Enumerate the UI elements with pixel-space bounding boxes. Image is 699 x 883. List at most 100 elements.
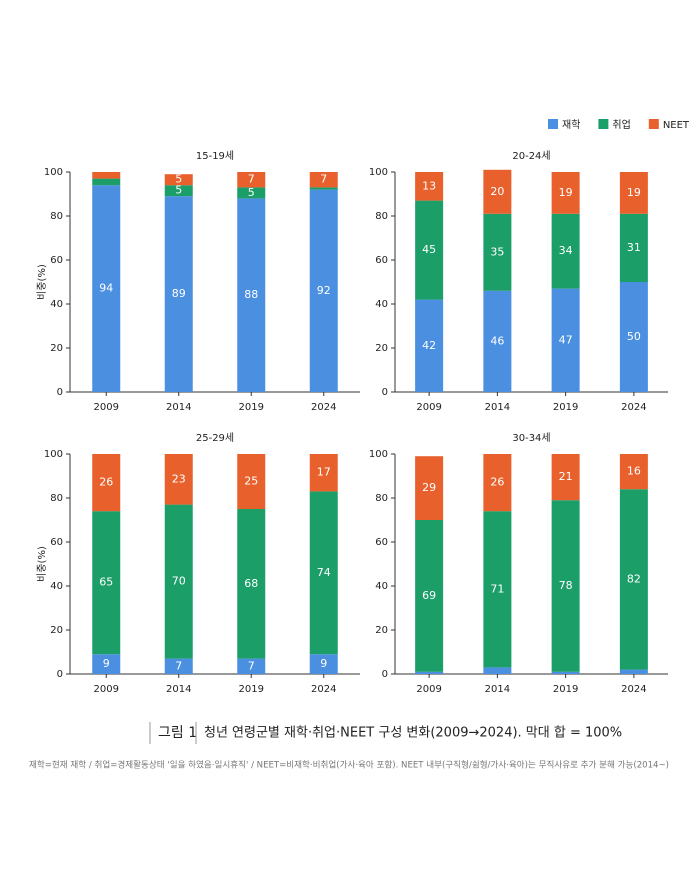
caption-title: 청년 연령군별 재학·취업·NEET 구성 변화(2009→2024). 막대 …	[204, 726, 622, 741]
bar-segment	[309, 189, 338, 392]
bar-segment	[309, 187, 338, 190]
x-tick-label: 2019	[553, 402, 578, 413]
bar-segment	[415, 520, 444, 672]
value-label: 65	[99, 576, 113, 589]
y-tick-label: 40	[50, 581, 63, 592]
legend-label: 재학	[562, 119, 580, 131]
chart-title: 20-24세	[512, 150, 550, 162]
bar-segment	[619, 669, 648, 674]
value-label: 19	[559, 186, 573, 199]
y-tick-label: 0	[382, 669, 388, 680]
bar-segment	[619, 454, 648, 490]
bar-segment	[483, 454, 512, 512]
value-label: 17	[317, 466, 331, 479]
value-label: 88	[244, 288, 258, 301]
bar-segment	[92, 178, 121, 186]
bar-segment	[309, 654, 338, 674]
bar-segment	[415, 172, 444, 201]
value-label: 31	[627, 241, 641, 254]
legend-label: NEET	[663, 120, 690, 131]
value-label: 89	[172, 287, 186, 300]
x-tick-label: 2014	[485, 402, 510, 413]
value-label: 7	[248, 659, 255, 672]
y-tick-label: 0	[382, 387, 388, 398]
bar-segment	[237, 509, 266, 659]
legend-swatch	[648, 119, 659, 129]
legend-swatch	[548, 119, 558, 129]
bar-segment	[551, 288, 580, 392]
x-tick-label: 2009	[94, 402, 119, 413]
bar-segment	[551, 500, 580, 672]
value-label: 5	[175, 173, 182, 186]
bar-segment	[551, 213, 580, 289]
value-label: 7	[175, 659, 182, 672]
bar-segment	[309, 491, 338, 655]
bar-segment	[92, 454, 121, 512]
bar-segment	[551, 454, 580, 501]
x-tick-label: 2024	[621, 402, 646, 413]
y-tick-label: 60	[375, 537, 388, 548]
bar-segment	[619, 489, 648, 670]
y-tick-label: 60	[50, 537, 63, 548]
bar-segment	[164, 658, 193, 674]
x-tick-label: 2024	[621, 684, 646, 695]
bar-segment	[237, 454, 266, 509]
bar-segment	[415, 200, 444, 300]
y-tick-label: 0	[57, 387, 63, 398]
value-label: 70	[172, 575, 186, 588]
y-axis-label: 비중(%)	[36, 264, 48, 300]
value-label: 45	[422, 243, 436, 256]
bar-segment	[164, 196, 193, 392]
x-tick-label: 2019	[239, 402, 264, 413]
x-tick-label: 2019	[239, 684, 264, 695]
bar-segment	[309, 454, 338, 492]
chart-title: 15-19세	[196, 150, 234, 162]
y-tick-label: 20	[375, 625, 388, 636]
bar-segment	[92, 511, 121, 655]
value-label: 5	[248, 186, 255, 199]
bar-segment	[237, 172, 266, 188]
bar-segment	[551, 172, 580, 214]
y-tick-label: 60	[50, 255, 63, 266]
value-label: 69	[422, 589, 436, 602]
value-label: 50	[627, 330, 641, 343]
bar-segment	[164, 185, 193, 197]
value-label: 74	[317, 566, 331, 579]
y-tick-label: 40	[375, 581, 388, 592]
bar-segment	[483, 169, 512, 214]
bar-segment	[237, 658, 266, 674]
y-tick-label: 80	[375, 493, 388, 504]
y-tick-label: 100	[369, 167, 388, 178]
value-label: 16	[627, 465, 641, 478]
value-label: 42	[422, 339, 436, 352]
x-tick-label: 2009	[416, 684, 441, 695]
y-tick-label: 100	[369, 449, 388, 460]
x-tick-label: 2014	[485, 684, 510, 695]
chart-title: 30-34세	[512, 432, 550, 444]
value-label: 23	[172, 472, 186, 485]
value-label: 34	[559, 244, 573, 257]
y-tick-label: 0	[57, 669, 63, 680]
bar-segment	[237, 198, 266, 392]
value-label: 25	[244, 475, 258, 488]
value-label: 9	[103, 657, 110, 670]
y-tick-label: 80	[375, 211, 388, 222]
y-tick-label: 80	[50, 211, 63, 222]
bar-segment	[483, 511, 512, 668]
y-tick-label: 60	[375, 255, 388, 266]
y-tick-label: 40	[375, 299, 388, 310]
value-label: 78	[559, 579, 573, 592]
bar-segment	[415, 456, 444, 520]
bar-segment	[309, 172, 338, 188]
value-label: 19	[627, 186, 641, 199]
y-tick-label: 100	[44, 449, 63, 460]
value-label: 26	[490, 476, 504, 489]
y-axis-label: 비중(%)	[36, 546, 48, 582]
bar-segment	[619, 282, 648, 392]
x-tick-label: 2014	[166, 402, 191, 413]
bar-segment	[415, 299, 444, 392]
y-tick-label: 40	[50, 299, 63, 310]
value-label: 82	[627, 572, 641, 585]
x-tick-label: 2019	[553, 684, 578, 695]
